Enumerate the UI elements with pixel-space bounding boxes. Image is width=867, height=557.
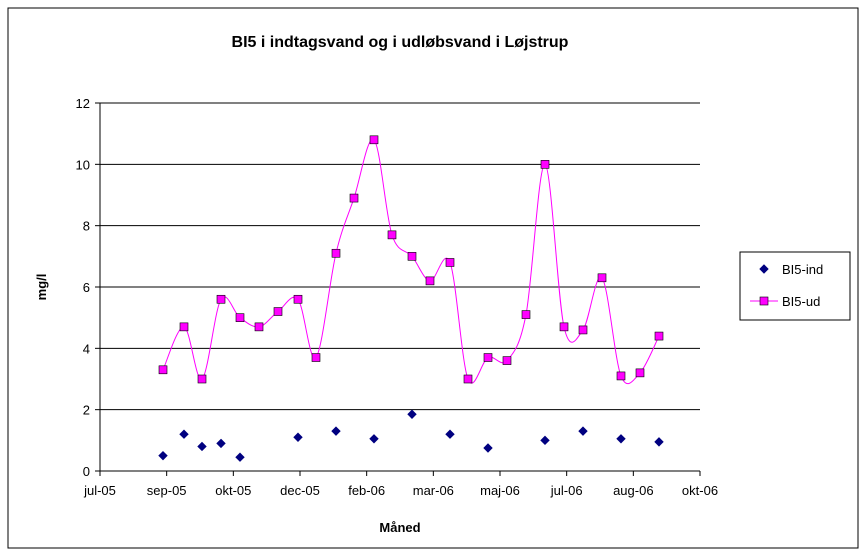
y-tick-label: 10 <box>76 157 90 172</box>
marker <box>616 434 626 444</box>
marker <box>216 294 226 304</box>
x-tick-label: jul-06 <box>550 483 583 498</box>
y-tick-label: 8 <box>83 219 90 234</box>
marker <box>235 452 245 462</box>
x-tick-label: mar-06 <box>413 483 454 498</box>
marker <box>331 248 341 258</box>
x-axis-label: Måned <box>379 520 420 535</box>
x-tick-label: okt-05 <box>215 483 251 498</box>
marker <box>179 429 189 439</box>
x-tick-label: aug-06 <box>613 483 653 498</box>
marker <box>197 441 207 452</box>
marker <box>407 252 417 261</box>
marker <box>349 193 359 203</box>
marker <box>578 325 588 335</box>
marker <box>369 135 379 145</box>
marker <box>179 322 189 332</box>
series-line <box>162 139 660 385</box>
marker <box>597 273 607 283</box>
marker <box>158 365 168 375</box>
x-tick-label: okt-06 <box>682 483 718 498</box>
y-tick-label: 12 <box>76 96 90 111</box>
marker <box>235 313 245 322</box>
marker <box>502 356 512 365</box>
chart-title: BI5 i indtagsvand og i udløbsvand i Løjs… <box>232 34 569 51</box>
x-tick-label: jul-05 <box>83 483 116 498</box>
marker <box>483 443 493 453</box>
marker <box>559 322 569 332</box>
marker <box>483 353 493 362</box>
legend-marker <box>759 296 769 306</box>
marker <box>158 450 168 461</box>
legend-label: BI5-ind <box>782 262 823 277</box>
y-tick-label: 4 <box>83 341 90 356</box>
x-tick-label: maj-06 <box>480 483 520 498</box>
y-axis-label: mg/l <box>34 274 49 301</box>
marker <box>540 435 550 446</box>
marker <box>311 353 321 362</box>
marker <box>635 368 645 378</box>
marker <box>425 276 435 286</box>
x-tick-label: dec-05 <box>280 483 320 498</box>
marker <box>407 409 417 419</box>
marker <box>293 432 303 442</box>
marker <box>521 310 531 319</box>
x-tick-label: feb-06 <box>348 483 385 498</box>
legend-box <box>739 251 851 321</box>
marker <box>616 371 626 381</box>
y-tick-label: 0 <box>83 464 90 479</box>
legend-label: BI5-ud <box>782 294 820 309</box>
marker <box>197 374 207 384</box>
marker <box>293 294 303 304</box>
marker <box>445 258 455 267</box>
marker <box>369 434 379 444</box>
marker <box>254 322 264 332</box>
marker <box>654 437 664 447</box>
marker <box>273 307 283 316</box>
marker <box>463 374 473 384</box>
marker <box>216 438 226 449</box>
y-tick-label: 6 <box>83 280 90 295</box>
marker <box>540 160 550 169</box>
marker <box>578 426 588 436</box>
marker <box>331 426 341 436</box>
x-tick-label: sep-05 <box>147 483 187 498</box>
legend-marker <box>759 264 769 274</box>
y-tick-label: 2 <box>83 403 90 418</box>
marker <box>445 429 455 439</box>
marker <box>654 331 664 341</box>
marker <box>387 230 397 240</box>
